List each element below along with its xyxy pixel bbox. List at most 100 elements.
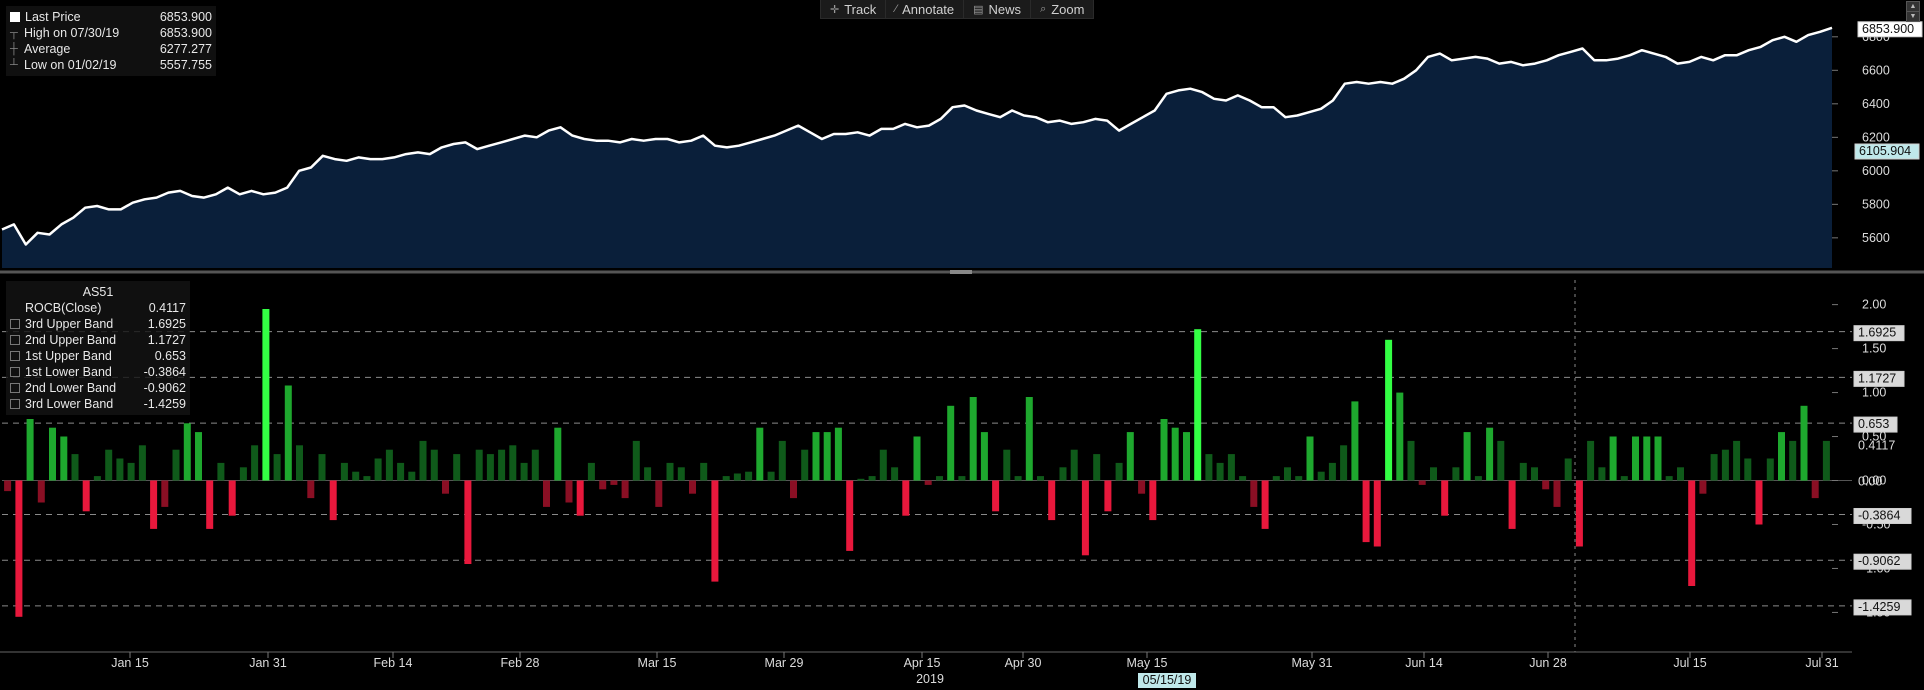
indicator-bar xyxy=(1205,454,1213,481)
indicator-bar xyxy=(1553,480,1561,507)
checkbox-icon[interactable] xyxy=(10,319,20,329)
indicator-y-tick-label: 2.00 xyxy=(1862,298,1886,312)
indicator-bar xyxy=(1048,480,1056,521)
indicator-bar xyxy=(340,462,348,481)
checkbox-icon[interactable] xyxy=(10,335,20,345)
track-button[interactable]: ✛ Track xyxy=(821,0,887,18)
indicator-bar xyxy=(1418,480,1426,485)
indicator-bar xyxy=(1070,449,1078,481)
band-label: 3rd Upper Band xyxy=(25,317,114,331)
indicator-bar xyxy=(1239,476,1247,481)
indicator-bar xyxy=(868,476,876,481)
cursor-date-label: 05/15/19 xyxy=(1143,673,1192,687)
zoom-button[interactable]: ⌕ Zoom xyxy=(1031,0,1093,18)
legend-low[interactable]: ┴ Low on 01/02/19 5557.755 xyxy=(10,57,212,73)
indicator-bar xyxy=(206,480,214,529)
indicator-bar xyxy=(1340,445,1348,481)
cursor-date-box xyxy=(1138,673,1196,688)
annotate-button[interactable]: ⁄ Annotate xyxy=(886,0,965,18)
news-button[interactable]: ▤ News xyxy=(964,0,1032,18)
last-price-marker-box xyxy=(1857,21,1923,38)
price-y-tick-label: 6000 xyxy=(1862,164,1890,178)
indicator-bar xyxy=(397,462,405,481)
indicator-bar xyxy=(71,454,79,481)
indicator-bar xyxy=(453,454,461,481)
band-label: 3rd Lower Band xyxy=(25,397,114,411)
indicator-bar xyxy=(1677,467,1684,481)
indicator-bar xyxy=(1328,462,1336,481)
indicator-bar xyxy=(486,454,494,481)
legend-high[interactable]: ┬ High on 07/30/19 6853.900 xyxy=(10,25,212,41)
indicator-bar xyxy=(1126,432,1134,481)
legend-3rd-lower[interactable]: 3rd Lower Band -1.4259 xyxy=(10,396,186,412)
indicator-bar xyxy=(1216,462,1224,481)
indicator-bar xyxy=(632,440,640,481)
indicator-bar xyxy=(509,445,517,481)
indicator-bar xyxy=(1542,480,1550,490)
news-label: News xyxy=(988,1,1022,17)
indicator-bar xyxy=(565,480,573,503)
x-axis-label: Mar 29 xyxy=(765,656,804,670)
band-value-marker-box xyxy=(1853,553,1912,570)
indicator-bar xyxy=(1643,436,1651,481)
indicator-bar xyxy=(1587,440,1595,481)
indicator-bar xyxy=(1025,397,1033,481)
indicator-bar xyxy=(1733,440,1741,481)
scroll-down-icon[interactable]: ▼ xyxy=(1906,11,1920,22)
indicator-bar xyxy=(1800,405,1808,481)
indicator-bar xyxy=(1721,449,1729,481)
band-value-marker: 0.653 xyxy=(1858,417,1889,431)
annotate-label: Annotate xyxy=(902,1,955,17)
indicator-bar xyxy=(262,309,270,481)
indicator-bar xyxy=(60,436,68,481)
indicator-y-tick-label: 0.00 xyxy=(1862,474,1886,488)
legend-last-price[interactable]: Last Price 6853.900 xyxy=(10,9,212,25)
indicator-bar xyxy=(239,467,247,481)
indicator-legend-title: AS51 xyxy=(82,285,114,299)
indicator-bar xyxy=(958,476,966,481)
indicator-bar xyxy=(1463,432,1471,481)
indicator-bar xyxy=(711,480,719,582)
indicator-bar xyxy=(790,480,797,499)
average-marker-icon: ┼ xyxy=(10,43,18,55)
price-y-tick-label: 5800 xyxy=(1862,197,1890,211)
legend-rocb[interactable]: ROCB(Close) 0.4117 xyxy=(10,300,186,316)
band-value: -0.3864 xyxy=(143,365,186,379)
band-value: -0.9062 xyxy=(143,381,186,395)
indicator-bar xyxy=(980,432,988,481)
indicator-bar xyxy=(644,467,652,481)
checkbox-icon[interactable] xyxy=(10,383,20,393)
legend-average[interactable]: ┼ Average 6277.277 xyxy=(10,41,212,57)
legend-1st-upper[interactable]: 1st Upper Band 0.653 xyxy=(10,348,186,364)
indicator-bar xyxy=(318,454,326,481)
x-axis-label: Jun 28 xyxy=(1529,656,1567,670)
legend-2nd-upper[interactable]: 2nd Upper Band 1.1727 xyxy=(10,332,186,348)
indicator-bar xyxy=(352,471,360,481)
legend-1st-lower[interactable]: 1st Lower Band -0.3864 xyxy=(10,364,186,380)
indicator-bar xyxy=(913,436,921,481)
indicator-bar xyxy=(1710,454,1718,481)
last-price-label: Last Price xyxy=(25,10,81,24)
indicator-bar xyxy=(924,480,932,485)
band-label: 2nd Upper Band xyxy=(25,333,117,347)
indicator-bar xyxy=(666,462,674,481)
last-price-marker: 6853.900 xyxy=(1862,22,1914,36)
band-value-marker: 1.6925 xyxy=(1858,326,1896,340)
checkbox-icon[interactable] xyxy=(10,367,20,377)
band-label: 2nd Lower Band xyxy=(25,381,117,395)
indicator-bar xyxy=(778,440,786,481)
legend-2nd-lower[interactable]: 2nd Lower Band -0.9062 xyxy=(10,380,186,396)
indicator-bar xyxy=(1250,480,1258,507)
indicator-bar xyxy=(408,471,416,481)
indicator-bar xyxy=(891,467,899,481)
checkbox-icon[interactable] xyxy=(10,399,20,409)
indicator-bar xyxy=(1385,339,1393,481)
band-value-marker-box xyxy=(1853,416,1898,433)
indicator-bar xyxy=(37,480,45,503)
indicator-bar xyxy=(1598,467,1606,481)
magnifier-icon: ⌕ xyxy=(1040,2,1047,15)
indicator-bar xyxy=(1261,480,1269,529)
checkbox-icon[interactable] xyxy=(10,351,20,361)
legend-3rd-upper[interactable]: 3rd Upper Band 1.6925 xyxy=(10,316,186,332)
